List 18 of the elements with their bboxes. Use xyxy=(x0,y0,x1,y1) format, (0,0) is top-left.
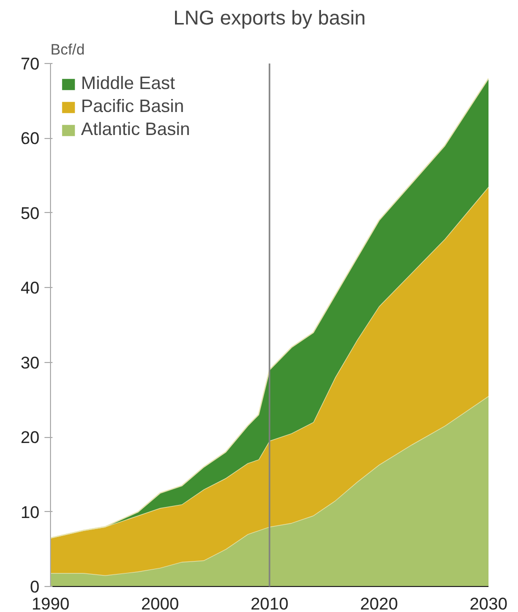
y-axis-title: Bcf/d xyxy=(50,42,85,58)
y-tick-label: 0 xyxy=(30,578,40,596)
x-tick-label: 2000 xyxy=(141,594,179,612)
x-tick-label: 2030 xyxy=(470,594,508,612)
legend-label: Middle East xyxy=(81,73,176,94)
y-tick-label: 10 xyxy=(20,502,40,522)
y-tick-label: 60 xyxy=(20,129,40,148)
legend-label: Atlantic Basin xyxy=(81,119,190,140)
x-tick-label: 1990 xyxy=(32,594,70,612)
legend-label: Pacific Basin xyxy=(81,96,184,117)
y-tick-label: 70 xyxy=(20,54,40,74)
y-tick-label: 40 xyxy=(20,278,40,298)
y-tick-label: 20 xyxy=(20,428,40,448)
chart-title: LNG exports by basin xyxy=(173,8,366,30)
y-tick-label: 50 xyxy=(20,204,40,223)
x-tick-label: 2010 xyxy=(250,594,288,612)
y-tick-label: 30 xyxy=(20,353,40,372)
x-tick-label: 2020 xyxy=(360,594,398,612)
